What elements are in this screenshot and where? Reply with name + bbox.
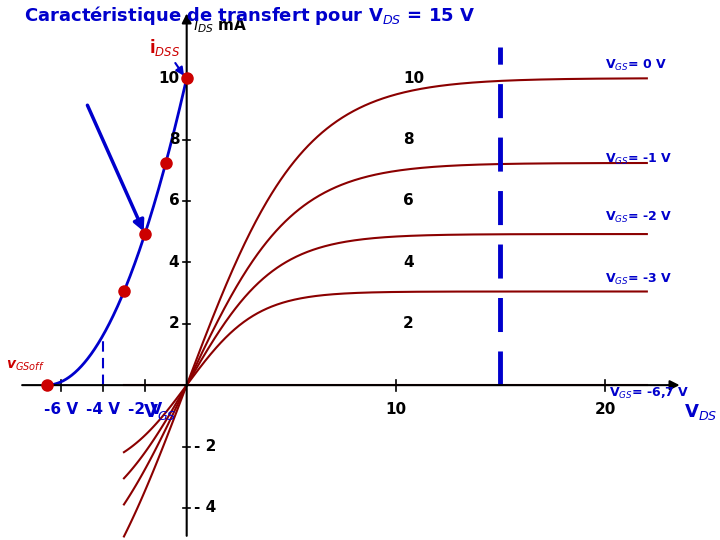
Text: 8: 8 xyxy=(168,132,179,147)
Text: V$_{DS}$: V$_{DS}$ xyxy=(685,402,718,422)
Text: i$_{DSS}$: i$_{DSS}$ xyxy=(149,37,183,74)
Text: $i_{DS}$ mA: $i_{DS}$ mA xyxy=(193,17,248,36)
Text: V$_{GS}$= -3 V: V$_{GS}$= -3 V xyxy=(605,272,672,287)
Text: 6: 6 xyxy=(168,193,179,208)
Text: 2: 2 xyxy=(403,316,414,331)
Text: -4 V: -4 V xyxy=(86,402,120,417)
Text: 20: 20 xyxy=(594,402,616,417)
Text: 10: 10 xyxy=(403,71,424,86)
Text: V$_{GS}$= 0 V: V$_{GS}$= 0 V xyxy=(605,58,667,73)
Text: 6: 6 xyxy=(403,193,414,208)
Text: v$_{GSoff}$: v$_{GSoff}$ xyxy=(6,359,45,373)
Text: 10: 10 xyxy=(158,71,179,86)
Text: V$_{GS}$= -1 V: V$_{GS}$= -1 V xyxy=(605,152,672,167)
Text: - 4: - 4 xyxy=(194,501,216,515)
Text: 10: 10 xyxy=(385,402,406,417)
Text: 4: 4 xyxy=(403,255,414,270)
Text: - 2: - 2 xyxy=(194,439,217,454)
Text: 8: 8 xyxy=(403,132,414,147)
Text: 4: 4 xyxy=(168,255,179,270)
Text: V$_{GS}$= -6,7 V: V$_{GS}$= -6,7 V xyxy=(609,386,690,401)
Text: Caractéristique de transfert pour V$_{DS}$ = 15 V: Caractéristique de transfert pour V$_{DS… xyxy=(24,4,474,28)
Text: -6 V: -6 V xyxy=(44,402,78,417)
Text: V$_{GS}$: V$_{GS}$ xyxy=(143,402,176,422)
Text: 2: 2 xyxy=(168,316,179,331)
Text: V$_{GS}$= -2 V: V$_{GS}$= -2 V xyxy=(605,210,672,225)
Text: -2 V: -2 V xyxy=(127,402,162,417)
